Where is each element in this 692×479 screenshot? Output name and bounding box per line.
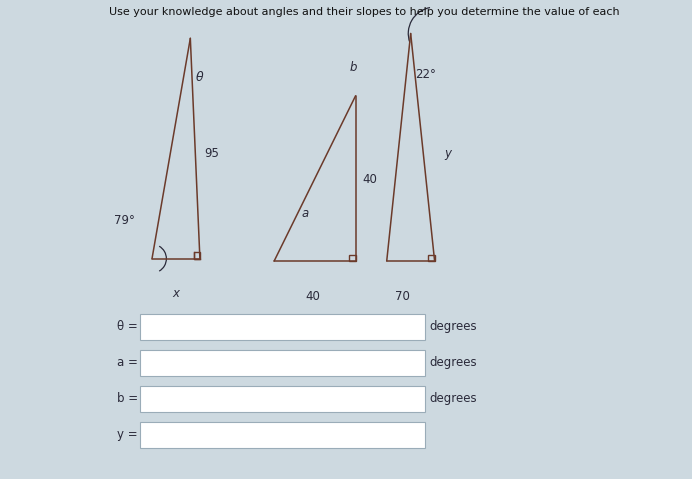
Text: b: b [349,61,357,74]
Text: x: x [172,287,179,300]
FancyBboxPatch shape [140,350,425,376]
Text: y =: y = [117,428,138,441]
Bar [349,255,356,261]
Text: degrees: degrees [430,392,477,405]
Text: 40: 40 [305,290,320,303]
Text: 22°: 22° [415,68,437,81]
Text: 79°: 79° [114,214,135,227]
Bar [428,255,435,261]
Bar [194,252,200,259]
Text: 95: 95 [205,147,219,160]
Text: 70: 70 [395,290,410,303]
Text: Use your knowledge about angles and their slopes to help you determine the value: Use your knowledge about angles and thei… [109,7,619,17]
FancyBboxPatch shape [140,422,425,448]
Text: y: y [444,147,451,160]
Text: a =: a = [117,356,138,369]
Text: 40: 40 [363,173,378,186]
Text: $\theta$: $\theta$ [194,69,204,84]
Text: b =: b = [116,392,138,405]
Text: θ =: θ = [117,320,138,333]
Text: degrees: degrees [430,320,477,333]
FancyBboxPatch shape [140,386,425,412]
Text: a: a [302,206,309,220]
FancyBboxPatch shape [140,314,425,340]
Text: degrees: degrees [430,356,477,369]
